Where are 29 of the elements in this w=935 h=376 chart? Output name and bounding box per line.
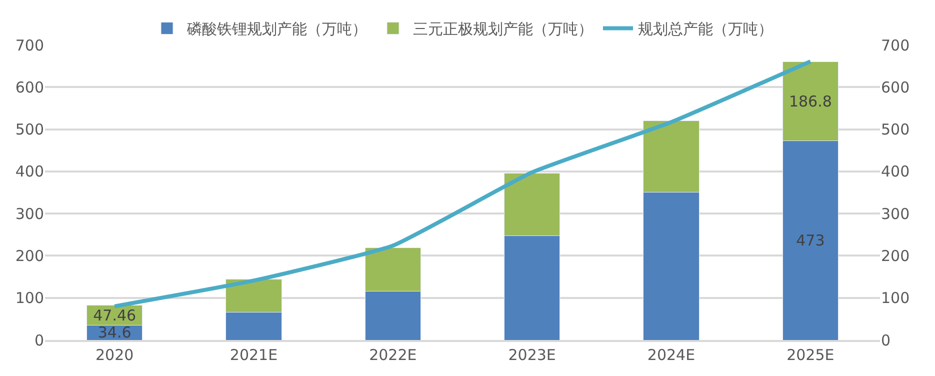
y-tick-label: 600	[15, 78, 44, 96]
y-tick-label: 300	[15, 204, 44, 223]
y2-tick-label: 0	[881, 331, 891, 350]
y2-tick-label: 500	[881, 120, 910, 139]
y2-tick-label: 700	[881, 36, 910, 54]
legend-label: 规划总产能（万吨）	[638, 20, 773, 38]
y2-tick-label: 100	[881, 289, 910, 308]
y-tick-label: 200	[15, 246, 44, 265]
y-tick-label: 0	[34, 331, 44, 350]
data-label: 47.46	[93, 306, 136, 324]
y-tick-label: 700	[15, 36, 44, 54]
y2-tick-label: 600	[881, 78, 910, 96]
y-tick-label: 400	[15, 162, 44, 181]
legend-label: 三元正极规划产能（万吨）	[413, 20, 593, 38]
x-tick-label: 2020	[95, 346, 134, 364]
data-label: 34.6	[98, 324, 132, 342]
y-tick-label: 100	[15, 289, 44, 308]
x-tick-label: 2024E	[647, 346, 696, 364]
x-tick-label: 2021E	[230, 346, 278, 364]
y2-tick-label: 300	[881, 204, 910, 223]
y-tick-label: 500	[15, 120, 44, 139]
x-tick-label: 2023E	[508, 346, 556, 364]
data-label: 473	[796, 231, 825, 250]
y2-tick-label: 200	[881, 246, 910, 265]
x-tick-label: 2022E	[369, 346, 417, 364]
data-label: 186.8	[788, 92, 832, 110]
y2-tick-label: 400	[881, 162, 910, 181]
x-tick-label: 2025E	[786, 346, 834, 364]
legend-label: 磷酸铁锂规划产能（万吨）	[186, 20, 367, 38]
